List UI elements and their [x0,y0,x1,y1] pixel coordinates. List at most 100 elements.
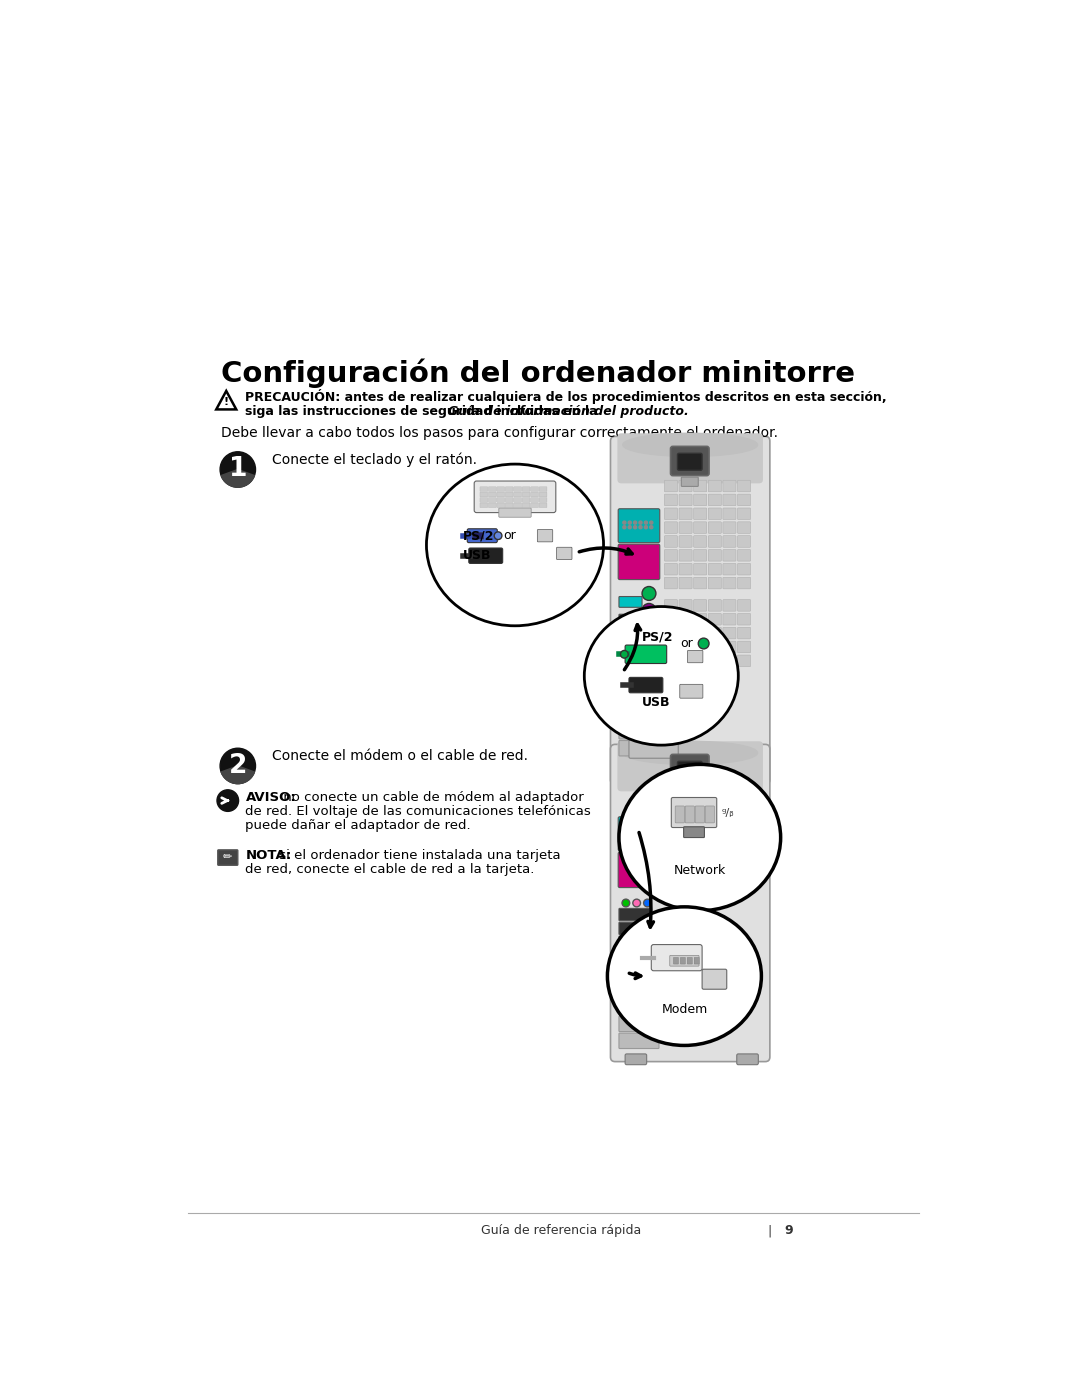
Text: 1: 1 [229,457,247,482]
FancyBboxPatch shape [738,481,751,492]
Text: USB: USB [642,696,671,710]
FancyBboxPatch shape [693,802,706,813]
FancyBboxPatch shape [708,858,721,869]
FancyBboxPatch shape [218,849,238,865]
FancyBboxPatch shape [693,509,706,520]
FancyBboxPatch shape [664,788,677,800]
FancyBboxPatch shape [625,645,666,664]
FancyBboxPatch shape [708,830,721,841]
Text: no conecte un cable de módem al adaptador: no conecte un cable de módem al adaptado… [279,791,583,805]
Text: Debe llevar a cabo todos los pasos para configurar correctamente el ordenador.: Debe llevar a cabo todos los pasos para … [220,426,778,440]
FancyBboxPatch shape [556,548,572,560]
FancyBboxPatch shape [636,700,678,719]
Circle shape [634,521,636,524]
FancyBboxPatch shape [488,497,496,502]
FancyBboxPatch shape [723,563,735,576]
FancyBboxPatch shape [702,970,727,989]
FancyBboxPatch shape [723,577,735,588]
Text: USB: USB [462,549,491,562]
FancyBboxPatch shape [523,486,530,492]
Text: Configuración del ordenador minitorre: Configuración del ordenador minitorre [220,359,855,388]
FancyBboxPatch shape [693,844,706,855]
FancyBboxPatch shape [723,816,735,827]
FancyBboxPatch shape [480,503,488,507]
FancyBboxPatch shape [693,627,706,638]
FancyBboxPatch shape [696,806,704,823]
FancyBboxPatch shape [619,1016,659,1031]
FancyBboxPatch shape [738,549,751,562]
Circle shape [645,521,647,524]
FancyBboxPatch shape [723,509,735,520]
FancyBboxPatch shape [693,549,706,562]
Text: PRECAUCIÓN: antes de realizar cualquiera de los procedimientos descritos en esta: PRECAUCIÓN: antes de realizar cualquiera… [245,390,887,404]
FancyBboxPatch shape [738,858,751,869]
FancyBboxPatch shape [723,549,735,562]
Ellipse shape [623,433,757,457]
FancyBboxPatch shape [670,956,699,967]
FancyBboxPatch shape [708,802,721,813]
FancyBboxPatch shape [738,830,751,841]
FancyBboxPatch shape [679,577,692,588]
FancyBboxPatch shape [708,563,721,576]
Text: |: | [767,1224,771,1238]
FancyBboxPatch shape [497,492,504,497]
Circle shape [644,900,651,907]
FancyBboxPatch shape [693,535,706,548]
FancyBboxPatch shape [723,802,735,813]
FancyBboxPatch shape [618,742,762,791]
FancyBboxPatch shape [488,492,496,497]
FancyBboxPatch shape [685,806,694,823]
FancyBboxPatch shape [480,497,488,502]
FancyBboxPatch shape [619,936,650,951]
FancyBboxPatch shape [679,495,692,506]
FancyBboxPatch shape [693,613,706,624]
Text: Guía de información del producto.: Guía de información del producto. [448,405,688,418]
Circle shape [634,525,636,529]
FancyBboxPatch shape [497,503,504,507]
FancyBboxPatch shape [679,563,692,576]
FancyBboxPatch shape [474,481,556,513]
FancyBboxPatch shape [618,509,660,542]
FancyBboxPatch shape [738,844,751,855]
FancyBboxPatch shape [523,492,530,497]
FancyBboxPatch shape [708,535,721,548]
FancyBboxPatch shape [684,827,704,838]
FancyBboxPatch shape [679,641,692,652]
Text: PS/2: PS/2 [642,631,674,644]
Text: PS/2: PS/2 [462,529,495,542]
FancyBboxPatch shape [679,844,692,855]
Ellipse shape [623,742,757,764]
FancyBboxPatch shape [723,599,735,610]
FancyBboxPatch shape [664,844,677,855]
Circle shape [217,789,239,812]
FancyBboxPatch shape [723,481,735,492]
FancyBboxPatch shape [723,641,735,652]
Ellipse shape [584,606,739,745]
Circle shape [642,604,656,617]
Circle shape [639,521,642,524]
FancyBboxPatch shape [679,613,692,624]
FancyBboxPatch shape [738,577,751,588]
FancyBboxPatch shape [619,1034,659,1049]
FancyBboxPatch shape [664,830,677,841]
FancyBboxPatch shape [664,495,677,506]
FancyBboxPatch shape [693,522,706,534]
FancyBboxPatch shape [688,651,703,662]
FancyBboxPatch shape [708,495,721,506]
FancyBboxPatch shape [708,627,721,638]
FancyBboxPatch shape [738,613,751,624]
FancyBboxPatch shape [708,788,721,800]
FancyBboxPatch shape [488,503,496,507]
FancyBboxPatch shape [693,788,706,800]
FancyBboxPatch shape [671,754,710,784]
Circle shape [642,587,656,601]
FancyBboxPatch shape [651,944,702,971]
FancyBboxPatch shape [677,761,702,778]
FancyBboxPatch shape [472,532,484,539]
FancyBboxPatch shape [618,433,762,483]
FancyBboxPatch shape [738,655,751,666]
FancyBboxPatch shape [664,858,677,869]
FancyBboxPatch shape [679,522,692,534]
Text: Conecte el módem o el cable de red.: Conecte el módem o el cable de red. [272,749,528,763]
FancyBboxPatch shape [738,495,751,506]
